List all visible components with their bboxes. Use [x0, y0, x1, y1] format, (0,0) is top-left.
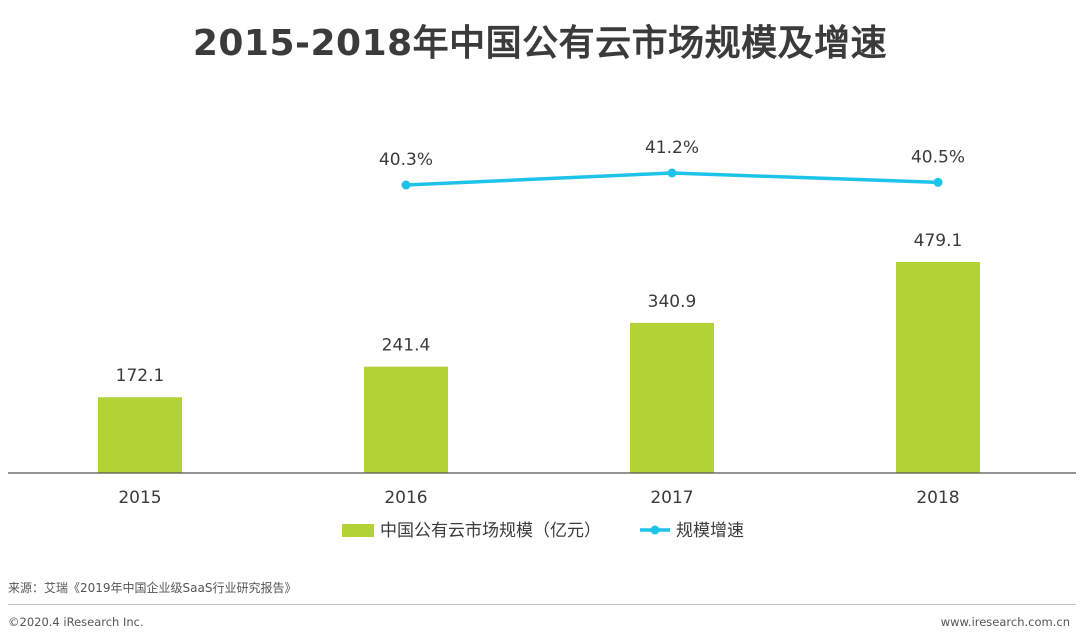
chart-title: 2015-2018年中国公有云市场规模及增速 — [192, 23, 888, 64]
growth-point-2016 — [401, 180, 411, 190]
combo-chart: 172.1 241.4 340.9 479.1 2015 2016 2017 2018 40… — [8, 138, 1076, 541]
bar-2018 — [896, 262, 980, 473]
growth-point-2018 — [933, 177, 943, 187]
legend-bar-swatch — [342, 524, 374, 537]
x-tick-label-2016: 2016 — [384, 488, 427, 508]
legend-bar-label: 中国公有云市场规模（亿元） — [380, 521, 601, 541]
copyright-text: ©2020.4 iResearch Inc. — [8, 615, 144, 629]
x-tick-label-2015: 2015 — [118, 488, 161, 508]
growth-label-2018: 40.5% — [911, 147, 965, 167]
footer-divider — [8, 604, 1076, 605]
line-layer: 40.3% 41.2% 40.5% — [379, 138, 965, 190]
website-text: www.iresearch.com.cn — [940, 615, 1070, 629]
x-tick-label-2018: 2018 — [916, 488, 959, 508]
bar-value-label-2015: 172.1 — [116, 366, 165, 386]
x-tick-labels: 2015 2016 2017 2018 — [118, 488, 959, 508]
bar-2016 — [364, 366, 448, 473]
growth-point-2017 — [667, 168, 677, 178]
legend-line-marker — [650, 525, 660, 535]
bar-value-label-2017: 340.9 — [648, 292, 697, 312]
bar-value-label-2016: 241.4 — [382, 336, 431, 356]
growth-label-2017: 41.2% — [645, 138, 699, 158]
bar-value-label-2018: 479.1 — [914, 231, 963, 251]
legend-line-label: 规模增速 — [676, 521, 744, 541]
bars-layer: 172.1 241.4 340.9 479.1 — [98, 231, 980, 473]
source-note: 来源：艾瑞《2019年中国企业级SaaS行业研究报告》 — [8, 581, 297, 595]
growth-label-2016: 40.3% — [379, 150, 433, 170]
bar-2017 — [630, 322, 714, 473]
legend: 中国公有云市场规模（亿元） 规模增速 — [342, 521, 744, 541]
x-tick-label-2017: 2017 — [650, 488, 693, 508]
bar-2015 — [98, 397, 182, 473]
